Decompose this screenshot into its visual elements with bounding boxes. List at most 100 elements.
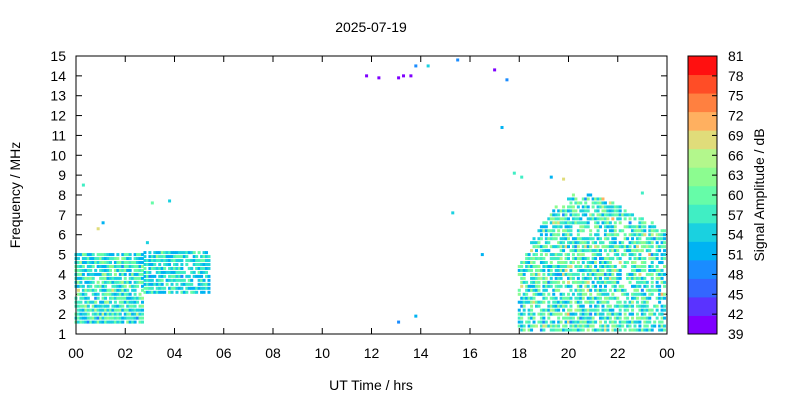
heatmap-cell	[111, 288, 115, 292]
heatmap-cell	[643, 316, 647, 320]
heatmap-cell	[552, 213, 556, 217]
heatmap-point	[505, 78, 509, 82]
heatmap-cell	[163, 274, 167, 278]
heatmap-cell	[532, 300, 536, 304]
heatmap-cell	[148, 270, 152, 274]
heatmap-cell	[113, 292, 117, 296]
heatmap-cell	[640, 221, 644, 225]
heatmap-cell	[613, 320, 617, 324]
heatmap-cell	[613, 213, 617, 217]
heatmap-cell	[527, 320, 531, 324]
heatmap-cell	[633, 324, 637, 328]
heatmap-cell	[145, 274, 149, 278]
heatmap-cell	[537, 241, 541, 245]
heatmap-cell	[645, 249, 649, 253]
heatmap-cell	[131, 288, 135, 292]
heatmap-cell	[611, 296, 615, 300]
heatmap-cell	[608, 257, 612, 261]
heatmap-cell	[108, 312, 112, 316]
heatmap-cell	[123, 284, 127, 288]
heatmap-cell	[534, 272, 538, 276]
heatmap-cell	[175, 286, 179, 290]
heatmap-cell	[569, 249, 573, 253]
heatmap-cell	[562, 213, 566, 217]
heatmap-cell	[96, 292, 100, 296]
heatmap-cell	[197, 270, 201, 274]
heatmap-cell	[190, 282, 194, 286]
heatmap-cell	[658, 261, 662, 265]
heatmap-cell	[603, 320, 607, 324]
heatmap-cell	[123, 312, 127, 316]
heatmap-cell	[606, 296, 610, 300]
heatmap-cell	[145, 286, 149, 290]
heatmap-cell	[101, 296, 105, 300]
heatmap-cell	[148, 282, 152, 286]
heatmap-cell	[180, 263, 184, 266]
heatmap-cell	[106, 261, 110, 265]
heatmap-cell	[608, 229, 612, 233]
colorbar-tick-label: 69	[728, 127, 744, 143]
heatmap-cell	[173, 266, 176, 270]
heatmap-cell	[606, 304, 610, 308]
heatmap-cell	[104, 304, 108, 308]
heatmap-cell	[589, 245, 593, 249]
heatmap-cell	[522, 328, 526, 332]
heatmap-cell	[643, 304, 647, 308]
heatmap-cell	[525, 288, 529, 292]
heatmap-cell	[596, 300, 600, 304]
heatmap-cell	[603, 201, 607, 205]
heatmap-cell	[621, 241, 625, 245]
colorbar-segment	[688, 185, 717, 205]
heatmap-cell	[586, 221, 590, 225]
heatmap-cell	[591, 257, 595, 261]
heatmap-cell	[613, 225, 617, 229]
heatmap-cell	[608, 225, 612, 229]
heatmap-cell	[591, 308, 595, 312]
heatmap-cell	[574, 328, 578, 332]
heatmap-cell	[89, 300, 93, 304]
heatmap-cell	[606, 312, 610, 316]
heatmap-cell	[626, 324, 630, 328]
heatmap-cell	[596, 249, 600, 253]
heatmap-cell	[534, 300, 538, 304]
heatmap-cell	[177, 270, 181, 274]
heatmap-cell	[94, 292, 98, 296]
heatmap-cell	[628, 253, 632, 257]
heatmap-cell	[623, 261, 627, 265]
heatmap-cell	[202, 270, 206, 274]
heatmap-cell	[650, 221, 654, 225]
heatmap-cell	[554, 225, 558, 229]
heatmap-cell	[143, 290, 147, 294]
heatmap-cell	[202, 278, 206, 282]
heatmap-cell	[557, 221, 561, 225]
heatmap-cell	[586, 237, 590, 241]
heatmap-cell	[170, 255, 174, 259]
heatmap-cell	[628, 312, 632, 316]
heatmap-cell	[527, 264, 531, 268]
heatmap-cell	[559, 221, 563, 225]
heatmap-cell	[663, 304, 667, 308]
heatmap-cell	[606, 272, 610, 276]
heatmap-cell	[640, 280, 644, 284]
heatmap-cell	[576, 261, 580, 265]
heatmap-cell	[596, 225, 600, 229]
heatmap-cell	[645, 245, 649, 249]
heatmap-cell	[89, 288, 93, 292]
heatmap-cell	[616, 209, 620, 213]
heatmap-cell	[86, 280, 90, 284]
heatmap-cell	[185, 286, 189, 290]
x-axis: 00 02 04 06 08 10 12 14 16 18 20 22 00	[68, 56, 675, 361]
heatmap-cell	[633, 296, 637, 300]
heatmap-cell	[557, 312, 561, 316]
heatmap-cell	[160, 274, 164, 278]
heatmap-cell	[532, 288, 536, 292]
heatmap-cell	[185, 282, 189, 286]
heatmap-cell	[618, 213, 622, 217]
heatmap-cell	[586, 264, 590, 268]
heatmap-cell	[628, 233, 632, 237]
heatmap-cell	[599, 237, 603, 241]
heatmap-cell	[108, 280, 112, 284]
heatmap-cell	[638, 292, 642, 296]
heatmap-cell	[643, 225, 647, 229]
heatmap-cell	[608, 201, 612, 205]
